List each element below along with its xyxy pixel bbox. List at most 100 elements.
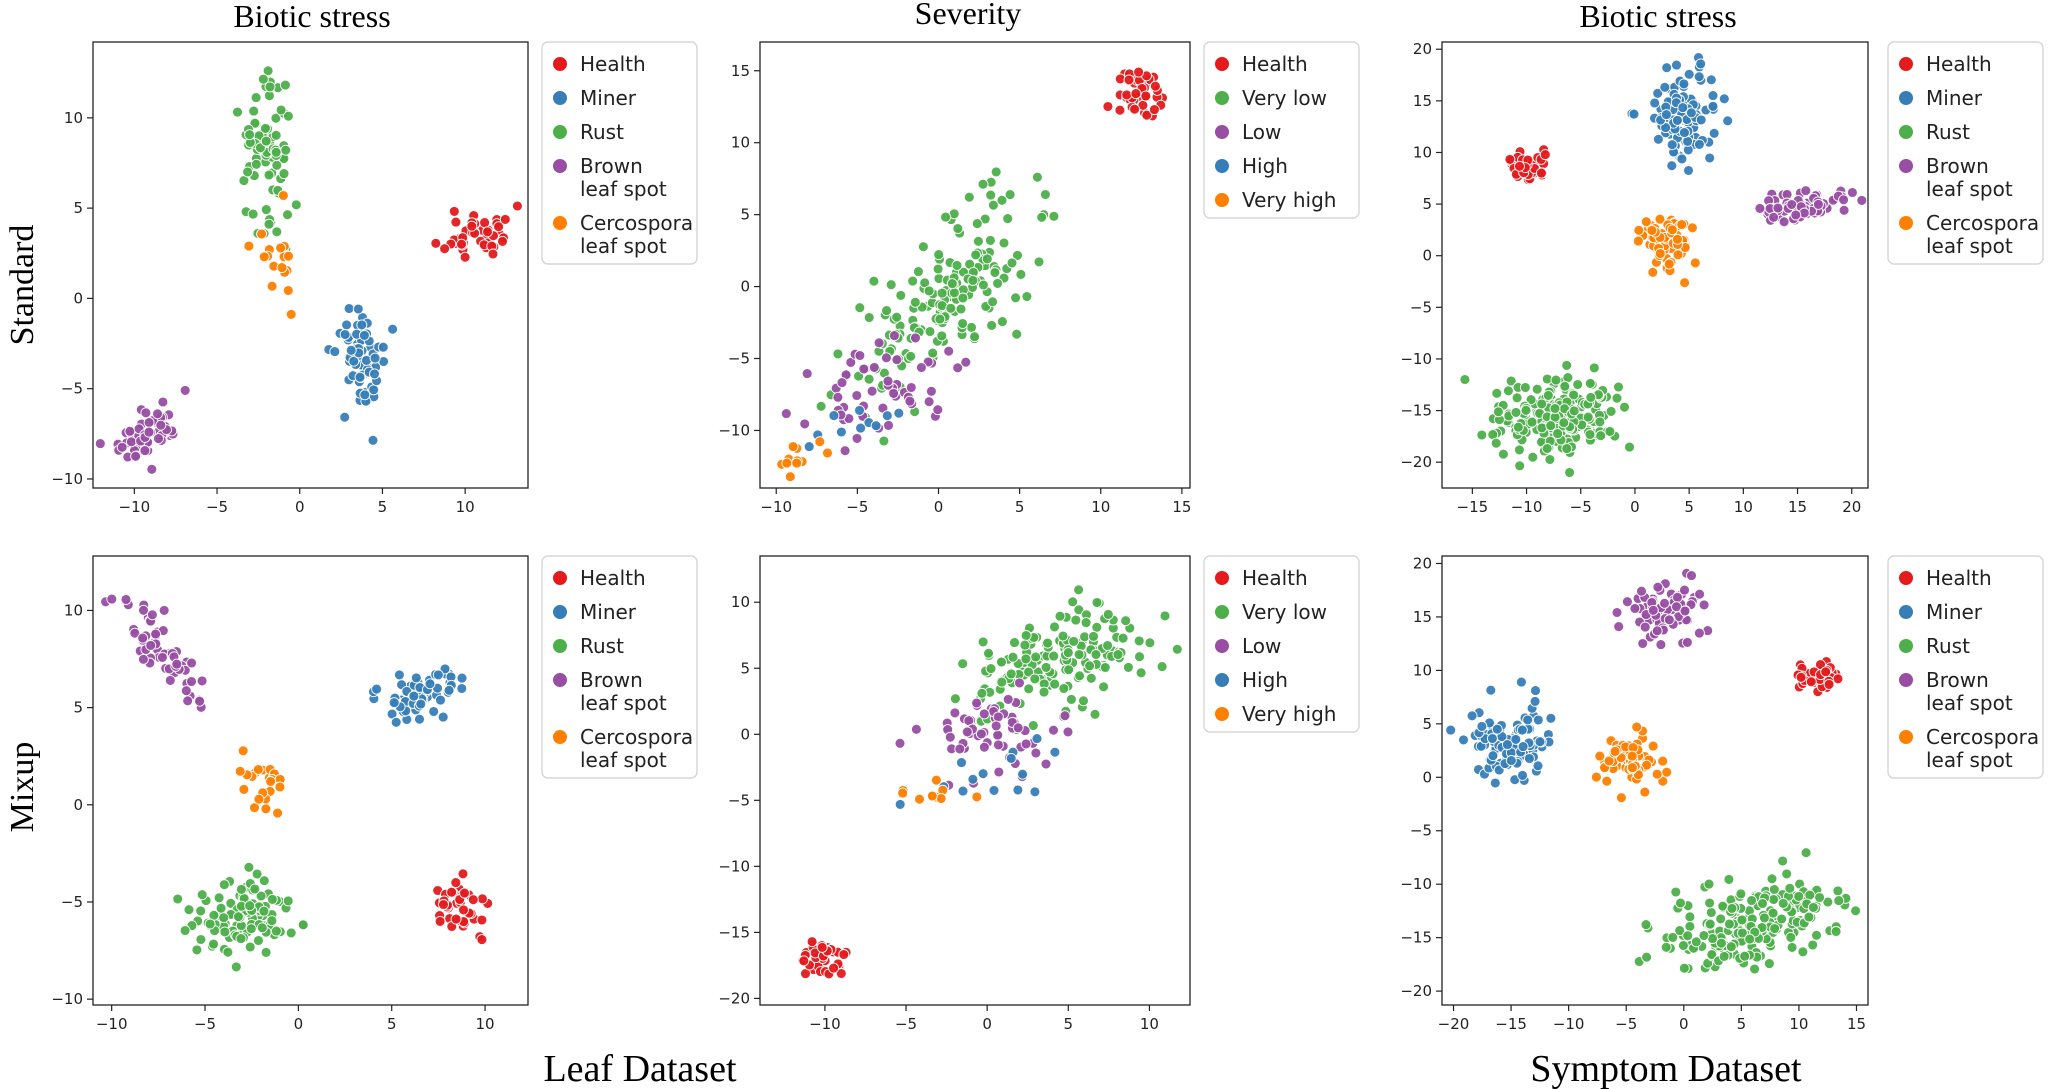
data-point (1012, 784, 1024, 796)
data-point (1006, 257, 1018, 269)
data-point (1706, 949, 1718, 960)
data-point (1807, 901, 1819, 913)
y-tick-label: 10 (1413, 143, 1432, 161)
data-point (949, 693, 961, 705)
data-point (152, 408, 163, 420)
data-point (873, 337, 885, 349)
data-point (157, 396, 169, 408)
data-point (992, 729, 1004, 741)
data-point (1510, 406, 1522, 418)
y-tick-label: 10 (731, 134, 750, 152)
legend-label: Very high (1242, 188, 1336, 212)
data-point (868, 361, 880, 373)
data-point (1640, 919, 1652, 931)
data-point (443, 684, 455, 696)
data-point (1159, 610, 1171, 622)
data-point (1014, 677, 1025, 689)
data-point (276, 262, 288, 274)
data-point (430, 237, 442, 249)
data-point (143, 417, 155, 428)
data-point (987, 296, 999, 308)
data-point (191, 944, 203, 956)
data-point (907, 275, 919, 287)
points-mixup-leaf-severity (797, 584, 1183, 980)
y-tick-label: 0 (73, 796, 83, 814)
data-point (1134, 651, 1145, 663)
data-point (992, 711, 1004, 723)
data-point (971, 218, 983, 230)
data-point (992, 739, 1004, 751)
data-point (1832, 673, 1844, 685)
data-point (244, 129, 256, 141)
data-point (1588, 362, 1600, 374)
data-point (1649, 97, 1661, 109)
data-point (881, 305, 893, 317)
data-point (256, 922, 268, 934)
data-point (1790, 209, 1802, 221)
data-point (1690, 936, 1702, 948)
data-point (1516, 724, 1528, 736)
data-point (1497, 448, 1509, 460)
data-point (963, 191, 975, 203)
data-point (1785, 931, 1797, 943)
data-point (1156, 661, 1168, 673)
data-point (511, 200, 523, 212)
points-mixup-leaf-biotic (100, 593, 494, 973)
data-point (437, 711, 449, 723)
data-point (971, 697, 983, 709)
data-point (1023, 683, 1035, 695)
data-point (1652, 133, 1664, 145)
data-point (1637, 638, 1649, 649)
legend-label: Very low (1242, 600, 1327, 624)
data-point (1486, 733, 1498, 744)
data-point (282, 110, 294, 122)
data-point (459, 251, 471, 263)
data-point (432, 669, 444, 681)
data-point (1030, 651, 1042, 663)
x-tick-label: −5 (1615, 1015, 1637, 1033)
data-point (1628, 108, 1640, 120)
data-point (1647, 266, 1659, 278)
data-point (1754, 202, 1766, 214)
panel-mixup-symptom-biotic: −20 −15 −10 −5 0 5 10 15 −20 −15 −10 −5 0 5 10 15 20 Heal… (1400, 554, 2044, 1033)
y-tick-label: 5 (740, 659, 750, 677)
data-point (1572, 379, 1584, 390)
data-point (904, 395, 916, 407)
data-point (459, 887, 470, 899)
data-point (1803, 911, 1815, 923)
data-point (196, 675, 208, 687)
data-point (1683, 165, 1694, 176)
data-point (1657, 775, 1669, 787)
data-point (957, 318, 969, 329)
data-point (1807, 939, 1819, 951)
data-point (282, 895, 294, 907)
data-point (179, 925, 191, 936)
data-point (186, 657, 198, 669)
data-point (1707, 90, 1719, 102)
data-point (1491, 387, 1503, 399)
data-point (1065, 693, 1077, 705)
data-point (476, 934, 488, 946)
data-point (1629, 603, 1641, 614)
data-point (910, 332, 921, 344)
data-point (1033, 256, 1045, 268)
x-tick-label: 10 (456, 498, 475, 516)
data-point (835, 426, 847, 438)
data-point (996, 656, 1007, 668)
data-point (1048, 724, 1059, 736)
data-point (120, 594, 132, 605)
data-point (1510, 733, 1522, 745)
data-point (439, 243, 451, 255)
data-point (1655, 639, 1667, 651)
scatter-panels: −10 −5 0 5 10−10−50510HealthMinerRustBrownle… (51, 40, 2044, 1033)
data-point (448, 205, 460, 217)
data-point (836, 377, 848, 389)
data-point (912, 266, 924, 278)
legend-marker (552, 90, 568, 106)
data-point (1476, 720, 1488, 732)
data-point (272, 807, 284, 819)
legend-label: Health (580, 52, 646, 76)
x-tick-label: −10 (96, 1015, 128, 1033)
data-point (1019, 639, 1031, 651)
